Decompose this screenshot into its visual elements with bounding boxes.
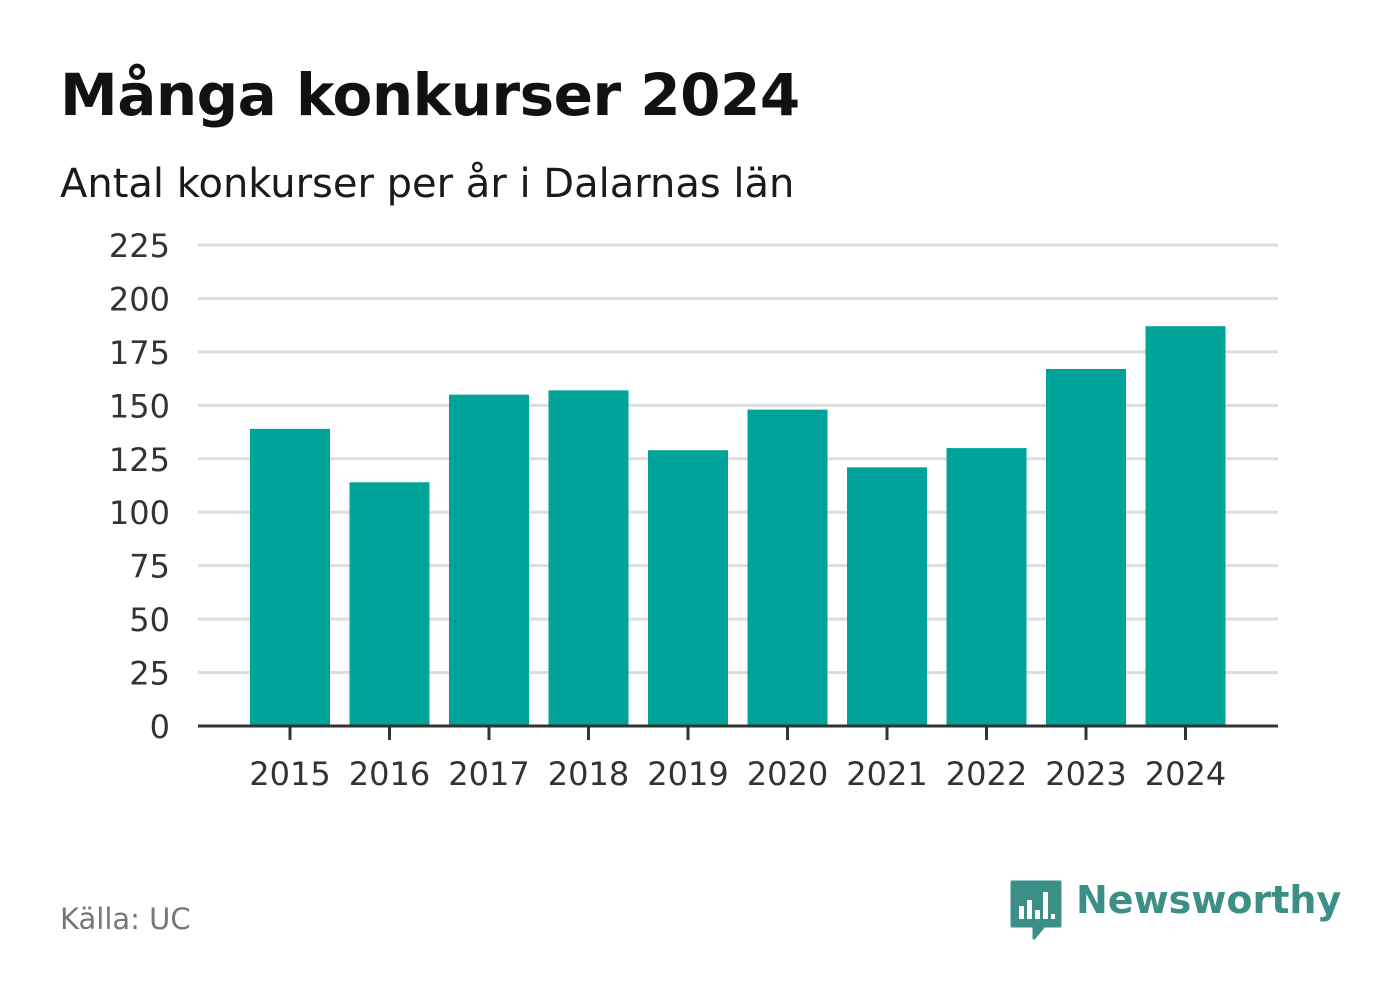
x-tick-label: 2020 bbox=[747, 755, 828, 793]
bar-2023 bbox=[1046, 368, 1126, 726]
y-tick-label: 175 bbox=[109, 334, 170, 372]
bars bbox=[250, 326, 1226, 726]
chart-title: Många konkurser 2024 bbox=[60, 61, 800, 129]
bar-2024 bbox=[1145, 326, 1226, 726]
bar-2019 bbox=[648, 450, 728, 726]
bar-chart: 0 25 50 75 100 125 150 175 200 225 2015 2016 2017 201… bbox=[109, 227, 1278, 793]
y-tick-label: 0 bbox=[150, 708, 170, 746]
bar-2017 bbox=[449, 394, 529, 726]
newsworthy-logo-icon bbox=[1010, 880, 1062, 940]
y-tick-label: 75 bbox=[129, 548, 170, 586]
x-tick-label: 2017 bbox=[448, 755, 529, 793]
x-tick-label: 2021 bbox=[846, 755, 927, 793]
source-note: Källa: UC bbox=[60, 902, 191, 936]
y-tick-label: 225 bbox=[109, 227, 170, 265]
bar-2018 bbox=[548, 390, 629, 726]
x-tick-label: 2018 bbox=[548, 755, 629, 793]
brand: Newsworthy bbox=[1010, 878, 1342, 942]
chart-subtitle: Antal konkurser per år i Dalarnas län bbox=[60, 161, 795, 207]
x-tick-label: 2024 bbox=[1145, 755, 1226, 793]
bar-2022 bbox=[946, 448, 1027, 726]
y-tick-label: 50 bbox=[129, 601, 170, 639]
x-tick-label: 2023 bbox=[1045, 755, 1126, 793]
x-tick-label: 2016 bbox=[349, 755, 430, 793]
axes: 0 25 50 75 100 125 150 175 200 225 2015 2016 2017 201… bbox=[109, 227, 1278, 793]
x-tick-label: 2022 bbox=[946, 755, 1027, 793]
bar-2020 bbox=[747, 409, 828, 726]
x-tick-label: 2019 bbox=[647, 755, 728, 793]
bar-2016 bbox=[349, 482, 430, 726]
x-tick-label: 2015 bbox=[249, 755, 330, 793]
bar-2021 bbox=[847, 467, 927, 726]
y-tick-label: 200 bbox=[109, 280, 170, 318]
y-tick-label: 100 bbox=[109, 494, 170, 532]
y-tick-label: 25 bbox=[129, 655, 170, 693]
y-tick-label: 125 bbox=[109, 441, 170, 479]
bar-2015 bbox=[250, 428, 330, 726]
y-tick-label: 150 bbox=[109, 387, 170, 425]
brand-name: Newsworthy bbox=[1076, 878, 1342, 922]
